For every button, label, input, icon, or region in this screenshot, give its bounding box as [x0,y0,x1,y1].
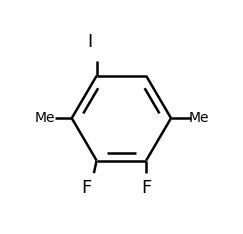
Text: I: I [88,33,93,51]
Text: F: F [141,179,151,197]
Text: Me: Me [189,111,209,125]
Text: Me: Me [35,111,55,125]
Text: F: F [81,179,91,197]
